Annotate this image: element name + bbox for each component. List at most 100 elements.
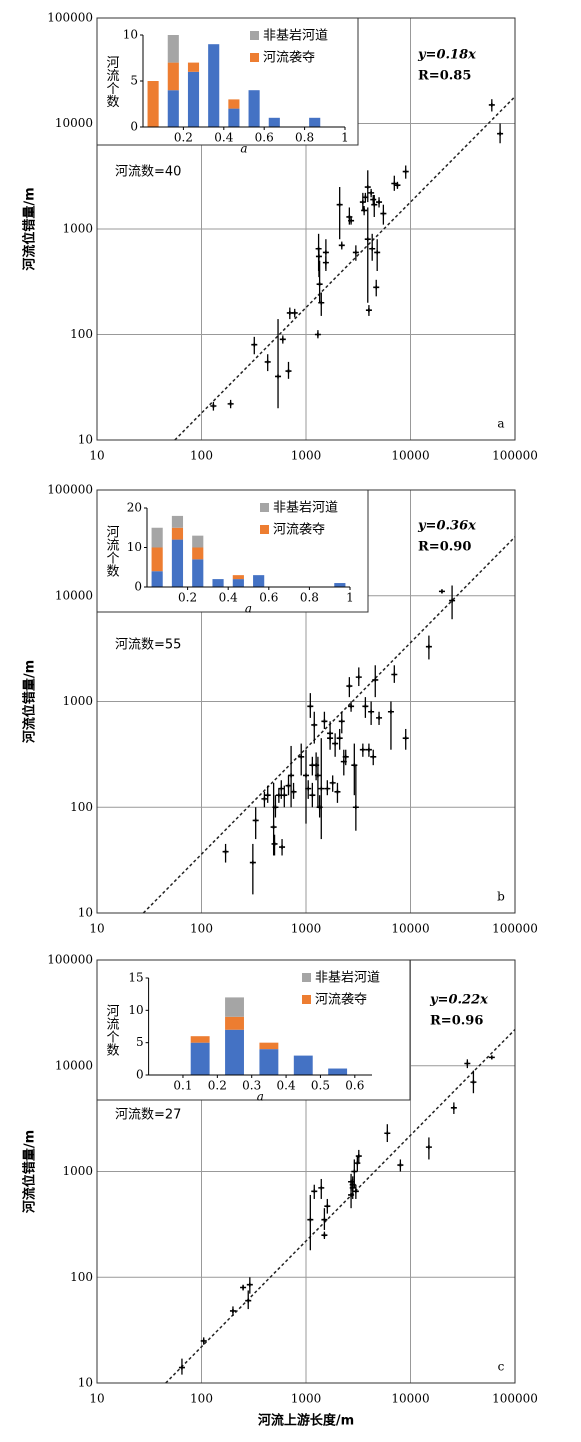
inset-x-tick-label: 0.2 — [208, 1079, 227, 1093]
data-point — [365, 747, 372, 752]
histogram-bar — [192, 547, 204, 560]
fit-line — [174, 96, 516, 441]
legend-label: 非基岩河道 — [263, 29, 328, 44]
inset-y-tick-label: 10 — [127, 540, 142, 554]
inset-x-tick-label: 0.4 — [219, 591, 238, 605]
inset-y-tick-label: 10 — [123, 28, 138, 42]
legend-swatch — [260, 525, 269, 534]
data-point — [252, 818, 259, 823]
data-point — [309, 763, 316, 768]
histogram-bar — [309, 117, 321, 127]
data-point — [290, 789, 297, 794]
y-axis-label: 河流位错量/m — [22, 1130, 38, 1213]
histogram-bar — [253, 575, 265, 587]
inset-y-tick-label: 0 — [130, 120, 138, 134]
x-tick-label: 10000 — [391, 922, 429, 936]
inset-x-tick-label: 0.2 — [174, 131, 193, 145]
inset-x-label: a — [245, 602, 252, 616]
inset-y-tick-label: 5 — [136, 1035, 144, 1049]
data-point — [210, 404, 217, 409]
data-point — [394, 183, 401, 188]
histogram-bar — [212, 579, 224, 587]
data-point — [307, 704, 314, 709]
data-point — [249, 860, 256, 865]
data-point — [322, 260, 329, 265]
data-point — [322, 250, 329, 255]
data-point — [279, 337, 286, 342]
data-point — [285, 369, 292, 374]
inset-x-label: a — [257, 1090, 264, 1104]
data-point — [271, 841, 278, 846]
histogram-bar — [187, 62, 200, 72]
data-point — [402, 169, 409, 174]
data-point — [359, 200, 366, 205]
count-label: 河流数=27 — [115, 1108, 181, 1123]
x-tick-label: 1000 — [291, 1392, 322, 1406]
data-point — [348, 704, 355, 709]
y-tick-label: 1000 — [62, 222, 93, 236]
data-point — [349, 1182, 356, 1187]
data-point — [314, 773, 321, 778]
data-point — [351, 1169, 358, 1174]
data-point — [376, 200, 383, 205]
data-point — [364, 185, 371, 190]
data-point — [352, 805, 359, 810]
data-point — [338, 719, 345, 724]
data-point — [449, 598, 456, 603]
data-point — [245, 1298, 252, 1303]
legend-label: 非基岩河道 — [315, 971, 380, 986]
data-point — [321, 719, 328, 724]
legend-label: 河流袭夺 — [273, 523, 325, 538]
histogram-bar — [167, 62, 179, 91]
y-tick-label: 10 — [78, 906, 93, 920]
data-point — [324, 786, 331, 791]
panel-label: b — [497, 890, 505, 904]
y-tick-label: 100000 — [47, 953, 93, 967]
histogram-bar — [208, 44, 220, 128]
data-point — [222, 849, 229, 854]
data-point — [450, 1105, 457, 1110]
histogram-bar — [190, 1042, 210, 1075]
count-label: 河流数=40 — [115, 165, 181, 180]
data-point — [374, 250, 381, 255]
data-point — [370, 754, 377, 759]
data-point — [338, 243, 345, 248]
data-point — [362, 704, 369, 709]
data-point — [324, 1204, 331, 1209]
histogram-bar — [293, 1055, 313, 1075]
x-tick-label: 100000 — [492, 449, 538, 463]
y-tick-label: 10000 — [55, 588, 93, 602]
data-point — [275, 793, 282, 798]
inset-y-tick-label: 20 — [127, 501, 142, 515]
fit-line — [142, 536, 516, 914]
histogram-bar — [151, 571, 163, 587]
data-point — [391, 181, 398, 186]
inset-x-tick-label: 0.8 — [300, 591, 319, 605]
y-axis-label: 河流位错量/m — [22, 187, 38, 270]
histogram-bar — [334, 583, 346, 587]
inset-x-tick-label: 0.6 — [259, 591, 278, 605]
data-point — [384, 1131, 391, 1136]
data-point — [307, 1217, 314, 1222]
data-point — [318, 1185, 325, 1190]
histogram-bar — [192, 535, 204, 548]
inset-y-tick-label: 0 — [136, 1068, 144, 1082]
y-tick-label: 100 — [70, 1270, 93, 1284]
inset-y-label: 河流个数 — [104, 525, 120, 577]
data-point — [438, 589, 445, 594]
data-point — [327, 736, 334, 741]
inset-y-tick-label: 5 — [130, 74, 138, 88]
legend-label: 非基岩河道 — [273, 501, 338, 516]
histogram-bar — [225, 1016, 244, 1030]
data-point — [329, 780, 336, 785]
data-point — [425, 1145, 432, 1150]
inset-x-tick-label: 0.6 — [255, 131, 274, 145]
inset-x-tick-label: 0.3 — [242, 1079, 261, 1093]
count-label: 河流数=55 — [115, 638, 181, 653]
data-point — [361, 208, 368, 213]
fit-label: y=0.22x — [429, 993, 488, 1008]
data-point — [318, 300, 325, 305]
histogram-bar — [228, 99, 240, 109]
